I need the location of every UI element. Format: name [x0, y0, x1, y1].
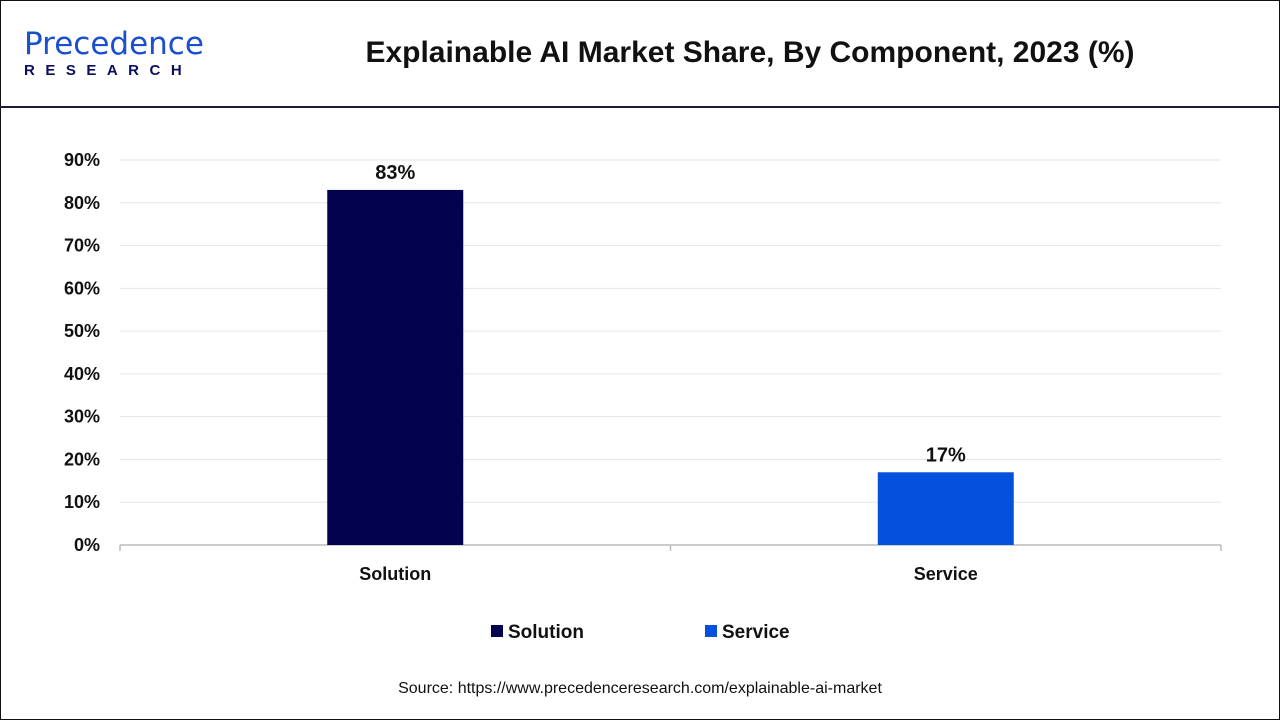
- y-tick-label: 90%: [64, 150, 100, 170]
- y-tick-label: 70%: [64, 236, 100, 256]
- legend-swatch-solution: [491, 625, 503, 637]
- header: Precedence RESEARCH Explainable AI Marke…: [0, 0, 1280, 108]
- source-text: Source: https://www.precedenceresearch.c…: [398, 680, 882, 697]
- legend-label: Solution: [508, 622, 584, 643]
- data-label: 17%: [926, 444, 966, 466]
- y-tick-label: 60%: [64, 278, 100, 298]
- y-tick-label: 20%: [64, 449, 100, 469]
- y-tick-label: 30%: [64, 407, 100, 427]
- legend-label: Service: [722, 622, 790, 643]
- precedence-research-logo: Precedence RESEARCH: [24, 28, 204, 79]
- y-tick-label: 50%: [64, 321, 100, 341]
- y-tick-label: 80%: [64, 193, 100, 213]
- x-tick-label: Service: [914, 564, 978, 584]
- y-tick-label: 40%: [64, 364, 100, 384]
- chart-title: Explainable AI Market Share, By Componen…: [365, 36, 1135, 69]
- logo-top-text: Precedence: [24, 26, 204, 62]
- data-label: 83%: [375, 162, 415, 184]
- legend-swatch-service: [705, 625, 717, 637]
- logo-bottom-text: RESEARCH: [24, 62, 193, 79]
- bar-solution: [327, 189, 464, 545]
- bar-service: [877, 472, 1014, 545]
- y-tick-label: 0%: [74, 535, 100, 555]
- y-tick-label: 10%: [64, 492, 100, 512]
- x-tick-label: Solution: [359, 564, 431, 584]
